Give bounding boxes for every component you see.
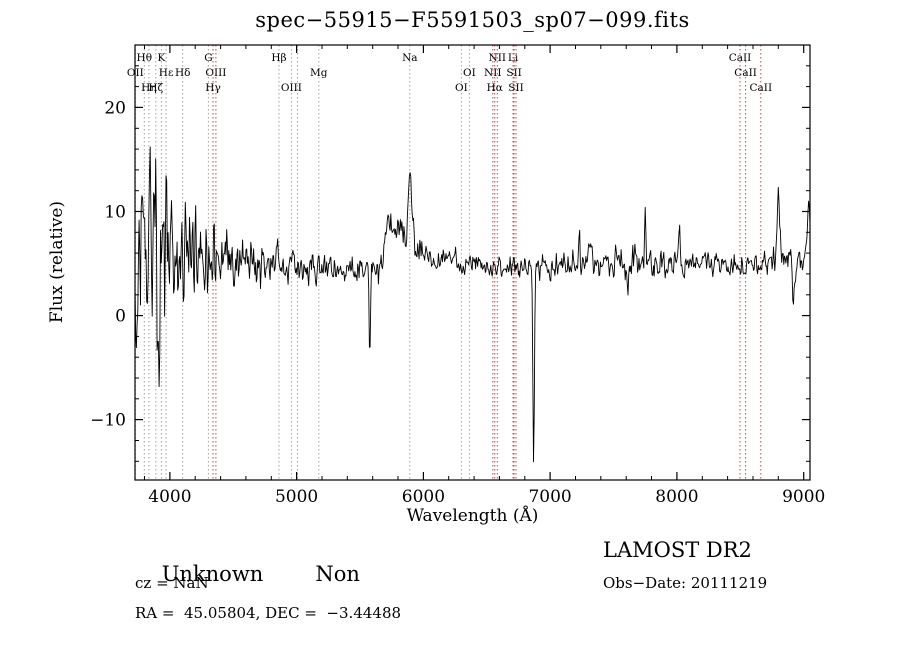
spectral-line-label: CaII (729, 52, 752, 64)
y-tick-label: 10 (104, 203, 126, 223)
classification-line: Unknown Non (135, 538, 360, 610)
x-axis-label: Wavelength (Å) (406, 506, 539, 526)
survey-name: LAMOST DR2 (603, 538, 752, 562)
spectral-line-label: Na (402, 52, 417, 64)
obs-date: Obs−Date: 20111219 (603, 574, 768, 592)
spectral-line-label: SII (508, 82, 524, 94)
spectral-line-label: CaII (750, 82, 773, 94)
y-tick-label: −10 (90, 411, 126, 431)
spectral-line-label: NII (489, 52, 506, 64)
y-tick-label: 20 (104, 98, 126, 118)
spectral-line-label: Li (508, 52, 519, 64)
cz-value: cz = NaN (135, 574, 209, 592)
plot-title: spec−55915−F5591503_sp07−099.fits (255, 8, 690, 32)
spectral-line-label: OIII (205, 67, 226, 79)
x-tick-label: 7000 (528, 487, 571, 507)
spectral-line-label: G (204, 52, 212, 64)
spectral-line-label: Hα (487, 82, 503, 94)
spectral-line-label: Hθ (137, 52, 152, 64)
spectral-line-label: K (157, 52, 165, 64)
x-tick-label: 4000 (148, 487, 191, 507)
spectral-line-label: Hζ (148, 82, 163, 94)
x-tick-label: 6000 (402, 487, 445, 507)
plot-frame (134, 44, 811, 481)
spectrum-line (134, 146, 811, 463)
x-tick-label: 8000 (655, 487, 698, 507)
spectral-line-label: NII (484, 67, 501, 79)
spectral-line-label: Mg (310, 67, 328, 79)
spectral-line-label: OIII (281, 82, 302, 94)
spectral-line-label: Hη (141, 82, 156, 94)
spectral-line-label: SII (506, 67, 522, 79)
spectral-line-label: CaII (734, 67, 757, 79)
x-tick-label: 9000 (782, 487, 825, 507)
spectral-line-label: OI (463, 67, 476, 79)
spectral-line-label: Hε (159, 67, 174, 79)
spectral-line-label: Hβ (271, 52, 286, 64)
x-tick-label: 5000 (275, 487, 318, 507)
ra-dec-values: RA = 45.05804, DEC = −3.44488 (135, 604, 402, 622)
y-axis-label: Flux (relative) (47, 200, 67, 324)
spectral-line-label: Hγ (205, 82, 220, 94)
spectral-line-label: Hδ (175, 67, 190, 79)
spectral-line-label: OI (455, 82, 468, 94)
subclass-label: Non (315, 562, 360, 586)
class-label: Unknown (161, 562, 264, 586)
y-tick-label: 0 (115, 307, 126, 327)
